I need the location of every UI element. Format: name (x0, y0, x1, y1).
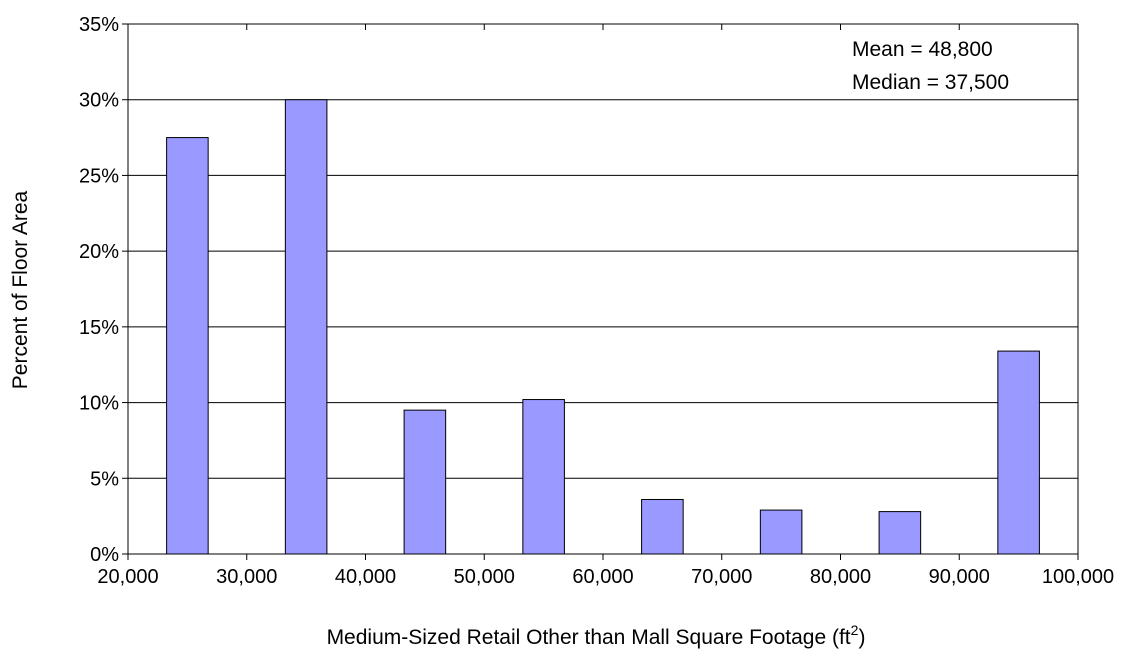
stats-annotation: Mean = 48,800 Median = 37,500 (852, 38, 1009, 94)
x-tick-label: 100,000 (1042, 566, 1114, 588)
x-axis-title-suffix: ) (858, 626, 865, 649)
x-tick-label: 20,000 (97, 566, 158, 588)
annotation-median: Median = 37,500 (852, 71, 1009, 94)
y-axis-title: Percent of Floor Area (9, 190, 32, 389)
x-axis-title-main: Medium-Sized Retail Other than Mall Squa… (327, 626, 851, 649)
x-tick-label: 30,000 (216, 566, 277, 588)
y-tick-label: 5% (90, 468, 119, 490)
axes (122, 23, 1079, 560)
gridlines (128, 99, 1078, 479)
y-tick-label: 30% (79, 90, 119, 112)
x-tick-label: 40,000 (335, 566, 396, 588)
x-tick-label: 60,000 (572, 566, 633, 588)
bar (166, 137, 209, 555)
y-tick-label: 15% (79, 317, 119, 339)
bar (522, 399, 565, 555)
x-tick-label: 80,000 (810, 566, 871, 588)
y-tick-label: 0% (90, 544, 119, 566)
y-tick-label: 25% (79, 165, 119, 187)
x-tick-label: 90,000 (929, 566, 990, 588)
y-tick-label: 35% (79, 14, 119, 36)
x-axis-title: Medium-Sized Retail Other than Mall Squa… (327, 622, 866, 649)
x-axis-title-superscript: 2 (851, 622, 859, 638)
bar (403, 409, 447, 555)
bar (878, 511, 922, 555)
tick-labels: 0% 5% 10% 15% 20% 25% 30% 35% 20,000 30,000 40,000… (79, 14, 1114, 588)
bar (997, 350, 1040, 555)
bar (284, 99, 328, 555)
annotation-mean: Mean = 48,800 (852, 38, 993, 61)
bar (759, 509, 803, 555)
bars (166, 99, 1040, 555)
x-tick-label: 50,000 (454, 566, 515, 588)
x-tick-label: 70,000 (691, 566, 752, 588)
y-tick-label: 20% (79, 241, 119, 263)
bar (641, 498, 684, 555)
y-tick-label: 10% (79, 393, 119, 415)
